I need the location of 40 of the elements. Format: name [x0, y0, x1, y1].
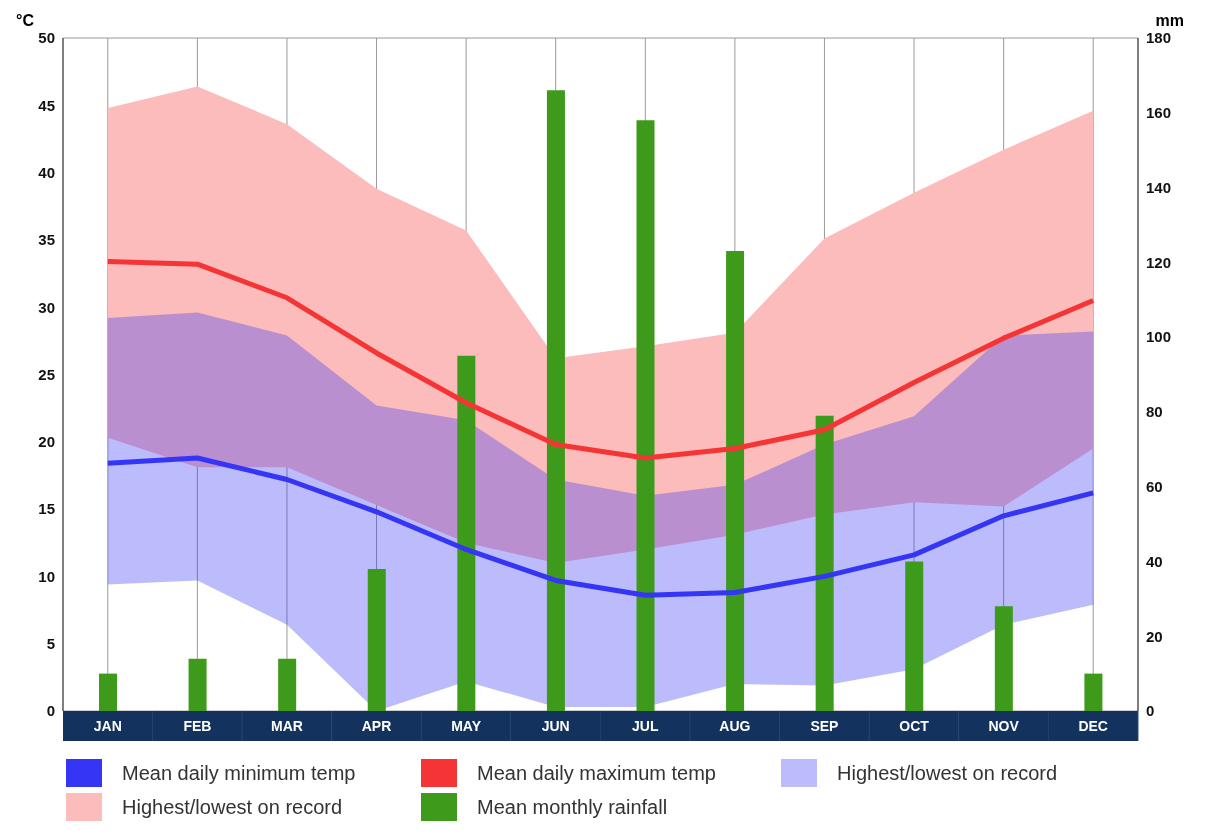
y-tick-label: 45 [38, 96, 55, 114]
legend-label: Mean daily maximum temp [477, 761, 716, 785]
x-tick-label: OCT [899, 718, 930, 734]
y-tick-label: 30 [38, 298, 55, 316]
y-tick-label: 15 [38, 500, 55, 518]
y-tick-label: 0 [46, 702, 55, 720]
y2-tick-label: 180 [1146, 29, 1172, 47]
x-tick-label: JAN [93, 718, 122, 734]
y2-tick-label: 40 [1146, 552, 1163, 570]
x-tick-label: AUG [719, 718, 751, 734]
y-tick-label: 20 [38, 433, 55, 451]
y-tick-label: 40 [38, 163, 55, 181]
x-tick-label: MAR [271, 718, 303, 734]
y2-tick-label: 140 [1146, 178, 1172, 196]
y-axis-title: °C [16, 12, 34, 30]
y2-tick-label: 160 [1146, 104, 1172, 122]
y-tick-label: 50 [38, 29, 55, 47]
text: Highest/lowest on record [837, 761, 1058, 785]
x-tick-label: NOV [988, 718, 1020, 734]
x-tick-label: MAY [451, 718, 482, 734]
y2-tick-label: 100 [1146, 328, 1172, 346]
y-tick-label: 5 [46, 635, 55, 653]
y2-tick-label: 20 [1146, 627, 1163, 645]
x-tick-label: SEP [810, 718, 839, 734]
y-tick-label: 25 [38, 365, 55, 383]
y2-tick-label: 120 [1146, 253, 1172, 271]
x-tick-label: JUN [541, 718, 570, 734]
text: Highest/lowest on record [122, 795, 343, 819]
y2-tick-label: 60 [1146, 477, 1163, 495]
x-tick-label: FEB [183, 718, 212, 734]
y-tick-label: 35 [38, 231, 55, 249]
y2-tick-label: 0 [1146, 702, 1155, 720]
y2-axis-title: mm [1155, 12, 1184, 30]
x-tick-label: APR [361, 718, 392, 734]
x-tick-label: JUL [632, 718, 659, 734]
x-tick-label: DEC [1078, 718, 1108, 734]
y2-tick-label: 80 [1146, 403, 1163, 421]
legend-label: Mean daily minimum temp [122, 761, 356, 785]
legend-label: Mean monthly rainfall [477, 795, 668, 819]
y-tick-label: 10 [38, 567, 55, 585]
